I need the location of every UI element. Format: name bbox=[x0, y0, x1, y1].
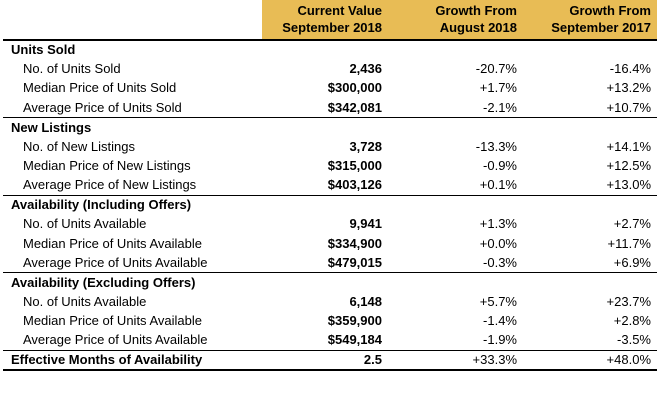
row-current-value: 6,148 bbox=[349, 293, 382, 309]
row-growth-year: +2.7% bbox=[613, 216, 651, 232]
table-row: No. of New Listings 3,728 -13.3% +14.1% bbox=[3, 137, 657, 156]
header-current-value: Current Value September 2018 bbox=[262, 0, 388, 41]
row-current-value: $342,081 bbox=[327, 99, 382, 115]
market-stats-table: Current Value September 2018 Growth From… bbox=[3, 0, 657, 371]
row-label: Median Price of Units Available bbox=[23, 235, 202, 251]
row-growth-month: -1.9% bbox=[483, 332, 517, 348]
row-current-value: $315,000 bbox=[327, 158, 382, 174]
row-current-value: $334,900 bbox=[327, 235, 382, 251]
table-row: Median Price of Units Available $334,900… bbox=[3, 234, 657, 253]
row-label: Median Price of Units Sold bbox=[23, 80, 177, 96]
row-label: Average Price of Units Sold bbox=[23, 99, 182, 115]
table-row: Median Price of New Listings $315,000 -0… bbox=[3, 156, 657, 175]
row-growth-month: +0.1% bbox=[479, 177, 517, 193]
row-growth-year: +6.9% bbox=[613, 254, 651, 270]
summary-growth-month: +33.3% bbox=[388, 349, 523, 371]
table-row: Median Price of Units Sold $300,000 +1.7… bbox=[3, 79, 657, 98]
row-growth-month: -0.9% bbox=[483, 158, 517, 174]
table-header: Current Value September 2018 Growth From… bbox=[3, 0, 657, 41]
row-growth-month: -13.3% bbox=[475, 138, 517, 154]
row-current-value: $300,000 bbox=[327, 80, 382, 96]
row-growth-month: -1.4% bbox=[483, 313, 517, 329]
row-label: Median Price of New Listings bbox=[23, 158, 191, 174]
header-growth-month-line1: Growth From bbox=[435, 3, 517, 18]
section-title: Availability (Excluding Offers) bbox=[3, 272, 657, 293]
row-label: No. of Units Sold bbox=[23, 61, 121, 77]
header-growth-month: Growth From August 2018 bbox=[388, 0, 523, 41]
row-growth-month: -2.1% bbox=[483, 99, 517, 115]
row-current-value: 3,728 bbox=[349, 138, 382, 154]
row-growth-year: +13.2% bbox=[606, 80, 651, 96]
row-growth-month: +0.0% bbox=[479, 235, 517, 251]
table-row: No. of Units Sold 2,436 -20.7% -16.4% bbox=[3, 59, 657, 78]
row-growth-month: +1.7% bbox=[479, 80, 517, 96]
row-label: No. of Units Available bbox=[23, 216, 147, 232]
row-label: Average Price of New Listings bbox=[23, 177, 197, 193]
row-current-value: $549,184 bbox=[327, 332, 382, 348]
section-header-new-listings: New Listings bbox=[3, 117, 657, 137]
section-header-units-sold: Units Sold bbox=[3, 40, 657, 59]
summary-label: Effective Months of Availability bbox=[3, 349, 262, 371]
table-body: Units Sold No. of Units Sold 2,436 -20.7… bbox=[3, 40, 657, 371]
row-growth-year: +23.7% bbox=[606, 293, 651, 309]
section-title: Availability (Including Offers) bbox=[3, 194, 657, 215]
summary-current-value: 2.5 bbox=[262, 349, 388, 371]
header-current-value-line2: September 2018 bbox=[282, 20, 382, 35]
summary-row: Effective Months of Availability 2.5 +33… bbox=[3, 349, 657, 371]
row-current-value: $479,015 bbox=[327, 254, 382, 270]
table-row: Average Price of New Listings $403,126 +… bbox=[3, 176, 657, 195]
row-growth-year: -3.5% bbox=[617, 332, 651, 348]
table-row: Average Price of Units Available $479,01… bbox=[3, 253, 657, 272]
row-current-value: 9,941 bbox=[349, 216, 382, 232]
row-growth-month: +1.3% bbox=[479, 216, 517, 232]
row-growth-year: -16.4% bbox=[609, 61, 651, 77]
header-current-value-line1: Current Value bbox=[297, 3, 382, 18]
header-growth-month-line2: August 2018 bbox=[439, 20, 517, 35]
row-current-value: 2,436 bbox=[349, 61, 382, 77]
row-current-value: $359,900 bbox=[327, 313, 382, 329]
row-growth-year: +12.5% bbox=[606, 158, 651, 174]
section-header-availability-including-offers: Availability (Including Offers) bbox=[3, 194, 657, 215]
header-growth-year: Growth From September 2017 bbox=[523, 0, 657, 41]
header-blank-cell bbox=[3, 0, 262, 41]
table-row: No. of Units Available 6,148 +5.7% +23.7… bbox=[3, 292, 657, 311]
header-growth-year-line2: September 2017 bbox=[551, 20, 651, 35]
row-growth-year: +13.0% bbox=[606, 177, 651, 193]
section-title: Units Sold bbox=[11, 42, 76, 58]
row-label: No. of Units Available bbox=[23, 293, 147, 309]
row-growth-month: +5.7% bbox=[479, 293, 517, 309]
row-growth-year: +2.8% bbox=[613, 313, 651, 329]
table-row: No. of Units Available 9,941 +1.3% +2.7% bbox=[3, 215, 657, 234]
row-label: Average Price of Units Available bbox=[23, 254, 208, 270]
table-row: Average Price of Units Available $549,18… bbox=[3, 331, 657, 350]
section-header-availability-excluding-offers: Availability (Excluding Offers) bbox=[3, 272, 657, 293]
table-row: Average Price of Units Sold $342,081 -2.… bbox=[3, 98, 657, 117]
header-row: Current Value September 2018 Growth From… bbox=[3, 0, 657, 41]
row-growth-month: -20.7% bbox=[475, 61, 517, 77]
table-row: Median Price of Units Available $359,900… bbox=[3, 311, 657, 330]
summary-growth-year: +48.0% bbox=[523, 349, 657, 371]
row-label: No. of New Listings bbox=[23, 138, 135, 154]
row-label: Average Price of Units Available bbox=[23, 332, 208, 348]
row-growth-year: +11.7% bbox=[607, 235, 652, 251]
row-growth-year: +14.1% bbox=[606, 138, 651, 154]
section-title: New Listings bbox=[3, 117, 657, 137]
row-label: Median Price of Units Available bbox=[23, 313, 202, 329]
row-growth-year: +10.7% bbox=[606, 99, 651, 115]
row-current-value: $403,126 bbox=[327, 177, 382, 193]
header-growth-year-line1: Growth From bbox=[569, 3, 651, 18]
row-growth-month: -0.3% bbox=[483, 254, 517, 270]
